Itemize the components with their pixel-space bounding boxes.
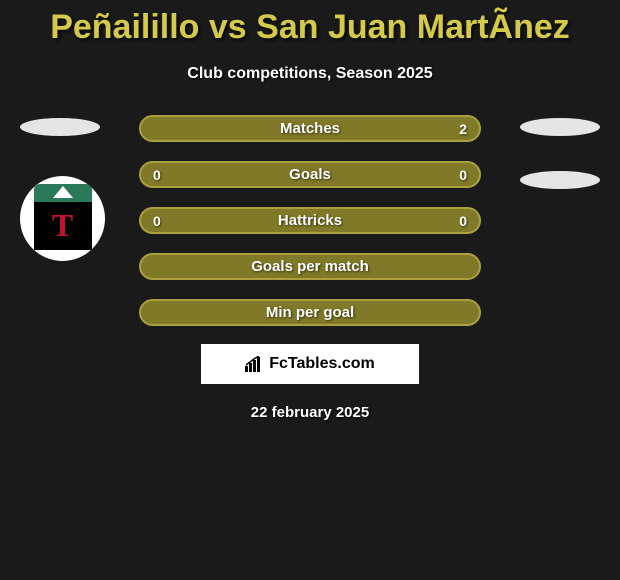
stat-label: Hattricks: [278, 212, 342, 229]
stat-label: Goals: [289, 166, 331, 183]
shadow-ellipse-left: [20, 118, 100, 136]
team-badge-left: T: [20, 176, 105, 261]
footer-date: 22 february 2025: [0, 404, 620, 421]
stat-row-min-per-goal: Min per goal: [139, 299, 481, 326]
chart-icon: [245, 356, 263, 372]
stat-right-value: 0: [459, 167, 467, 183]
left-team-column: T: [20, 118, 105, 261]
brand-text: FcTables.com: [269, 355, 375, 373]
stat-right-value: 2: [459, 121, 467, 137]
stat-label: Min per goal: [266, 304, 354, 321]
right-team-column: [520, 118, 600, 189]
shadow-ellipse-right-2: [520, 171, 600, 189]
stat-right-value: 0: [459, 213, 467, 229]
subtitle: Club competitions, Season 2025: [0, 65, 620, 83]
page-title: Peñailillo vs San Juan MartÃ­nez: [0, 0, 620, 47]
stat-row-goals: 0 Goals 0: [139, 161, 481, 188]
shadow-ellipse-right-1: [520, 118, 600, 136]
brand-box[interactable]: FcTables.com: [201, 344, 419, 384]
stat-label: Matches: [280, 120, 340, 137]
stat-label: Goals per match: [251, 258, 369, 275]
badge-letter: T: [52, 207, 73, 244]
stat-row-hattricks: 0 Hattricks 0: [139, 207, 481, 234]
stat-row-goals-per-match: Goals per match: [139, 253, 481, 280]
stat-left-value: 0: [153, 167, 161, 183]
stat-row-matches: Matches 2: [139, 115, 481, 142]
stat-left-value: 0: [153, 213, 161, 229]
